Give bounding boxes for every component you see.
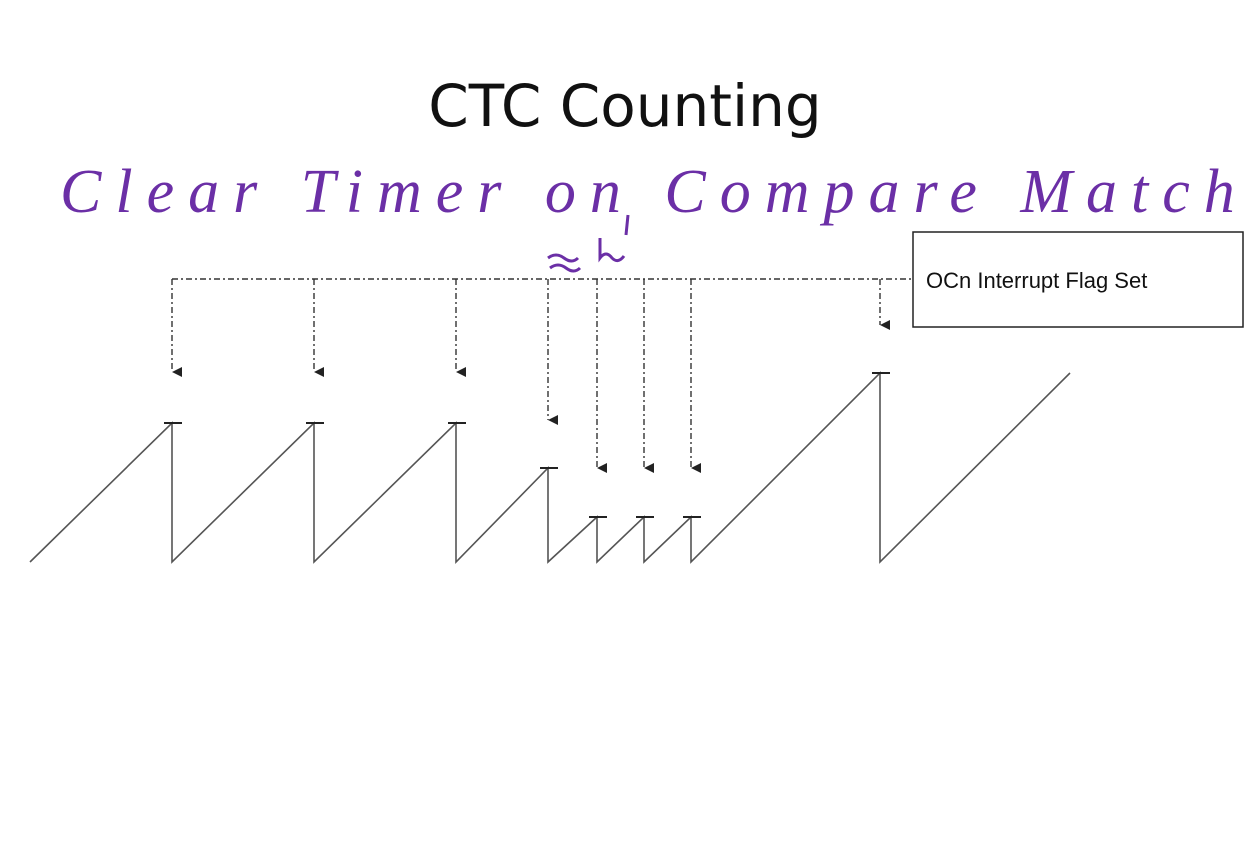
box-label: OCn Interrupt Flag Set [926,268,1147,293]
compare-marks [164,372,890,518]
scribble [547,214,630,273]
label-box [912,231,1244,328]
handwritten-annotation: Clear Timer on Compare Match [60,158,1249,226]
slide-title: CTC Counting [428,72,821,140]
counter-waveform [29,371,1071,564]
flag-arrows [171,279,890,473]
